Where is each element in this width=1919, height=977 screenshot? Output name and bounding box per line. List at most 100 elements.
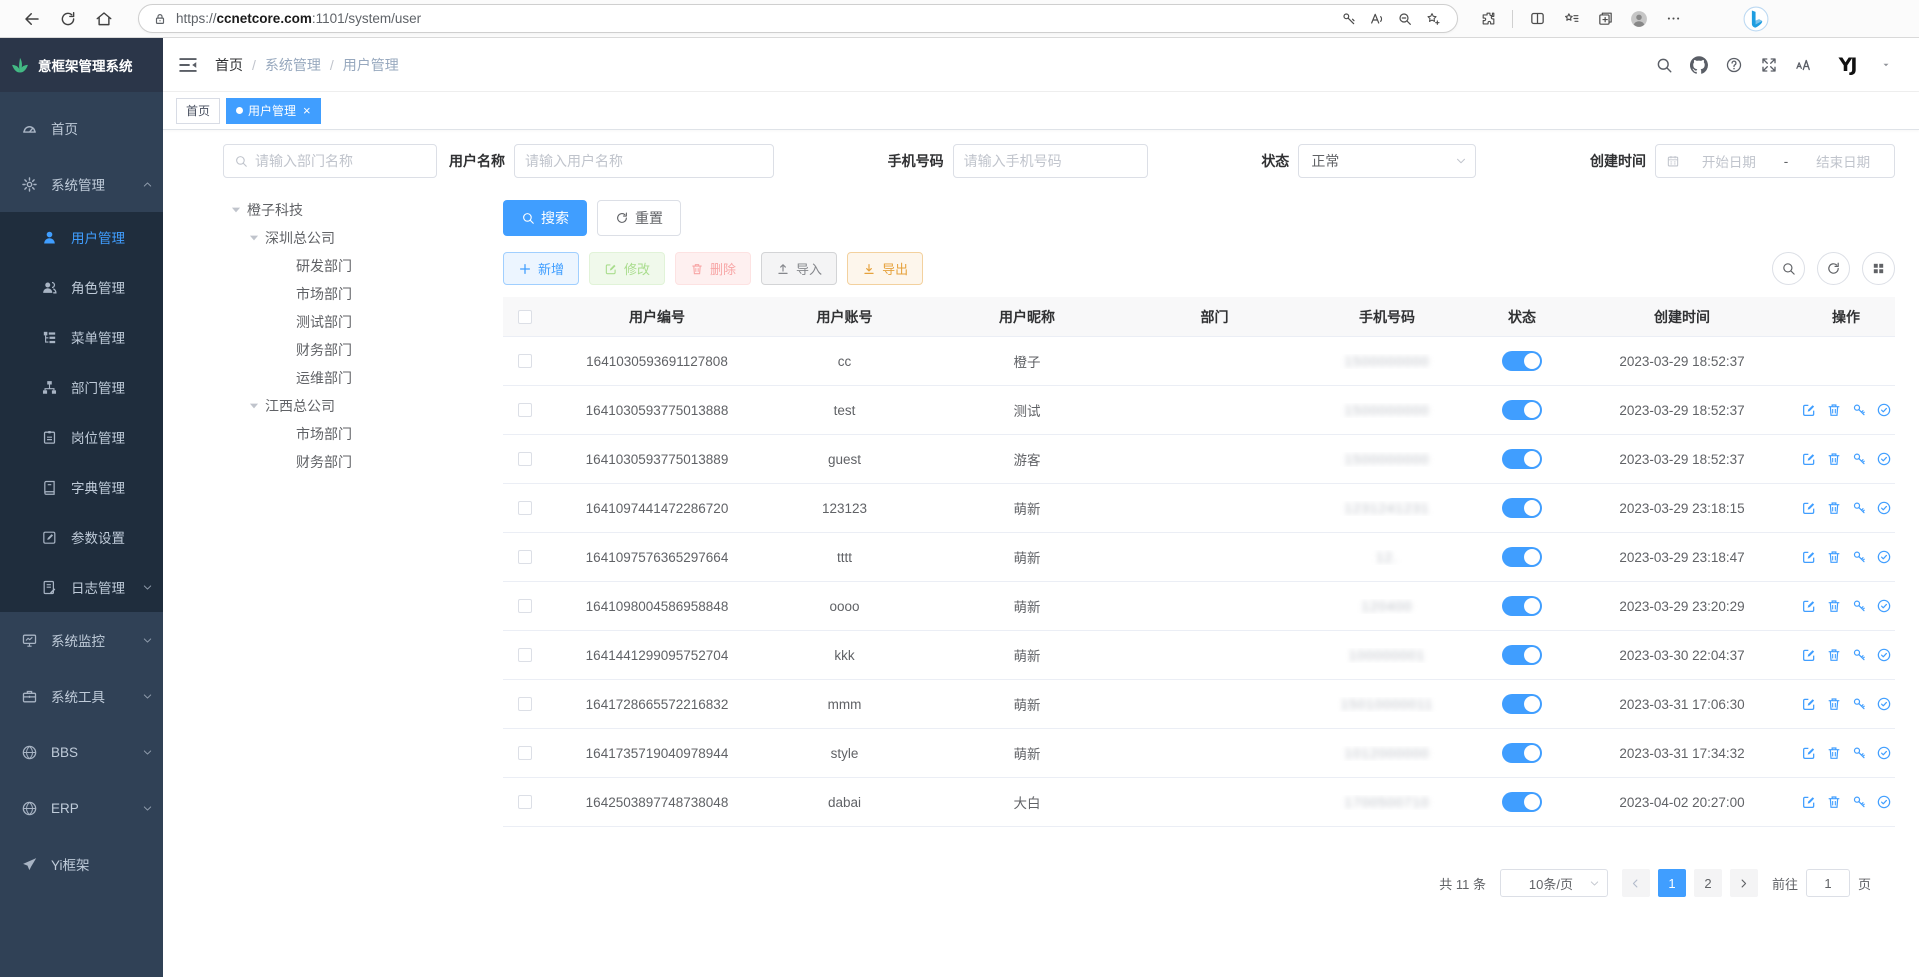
- assign-role-icon[interactable]: [1876, 598, 1892, 614]
- sidebar-item-首页[interactable]: 首页: [0, 100, 163, 156]
- edit-icon[interactable]: [1801, 745, 1817, 761]
- tree-caret-icon[interactable]: [229, 203, 243, 217]
- edit-icon[interactable]: [1801, 402, 1817, 418]
- sidebar-item-用户管理[interactable]: 用户管理: [0, 212, 163, 262]
- assign-role-icon[interactable]: [1876, 500, 1892, 516]
- status-select[interactable]: 正常: [1298, 144, 1477, 178]
- tree-caret-icon[interactable]: [247, 399, 261, 413]
- reset-password-icon[interactable]: [1851, 794, 1867, 810]
- tab-用户管理[interactable]: 用户管理 ×: [226, 97, 321, 124]
- assign-role-icon[interactable]: [1876, 794, 1892, 810]
- goto-page-input[interactable]: [1805, 869, 1850, 897]
- font-size-icon[interactable]: [1795, 56, 1813, 74]
- tree-node-测试部门[interactable]: 测试部门: [223, 308, 437, 336]
- page-button-2[interactable]: 2: [1693, 869, 1722, 897]
- sidebar-item-ERP[interactable]: ERP: [0, 780, 163, 836]
- sidebar-item-部门管理[interactable]: 部门管理: [0, 362, 163, 412]
- phone-input[interactable]: [963, 153, 1137, 169]
- edit-icon[interactable]: [1801, 598, 1817, 614]
- row-checkbox[interactable]: [518, 697, 532, 711]
- export-button[interactable]: 导出: [847, 252, 924, 285]
- search-button[interactable]: 搜索: [503, 200, 587, 236]
- edit-icon[interactable]: [1801, 794, 1817, 810]
- sidebar-item-系统工具[interactable]: 系统工具: [0, 668, 163, 724]
- tree-node-橙子科技[interactable]: 橙子科技: [223, 196, 437, 224]
- row-checkbox[interactable]: [518, 599, 532, 613]
- tree-node-财务部门[interactable]: 财务部门: [223, 336, 437, 364]
- reset-password-icon[interactable]: [1851, 598, 1867, 614]
- zoom-out-button[interactable]: [1391, 6, 1419, 32]
- username-input[interactable]: [525, 153, 763, 169]
- sidebar-item-Yi框架[interactable]: Yi框架: [0, 836, 163, 892]
- next-page-button[interactable]: [1729, 869, 1758, 897]
- more-button[interactable]: [1659, 6, 1687, 32]
- delete-icon[interactable]: [1826, 402, 1842, 418]
- avatar[interactable]: YJ: [1838, 53, 1858, 76]
- refresh-button[interactable]: [50, 3, 86, 35]
- delete-icon[interactable]: [1826, 745, 1842, 761]
- address-bar[interactable]: https://ccnetcore.com:1101/system/user: [138, 4, 1458, 33]
- edit-icon[interactable]: [1801, 647, 1817, 663]
- help-icon[interactable]: [1725, 56, 1743, 74]
- tree-caret-icon[interactable]: [247, 231, 261, 245]
- assign-role-icon[interactable]: [1876, 696, 1892, 712]
- delete-icon[interactable]: [1826, 451, 1842, 467]
- delete-icon[interactable]: [1826, 549, 1842, 565]
- edit-icon[interactable]: [1801, 549, 1817, 565]
- tree-node-运维部门[interactable]: 运维部门: [223, 364, 437, 392]
- assign-role-icon[interactable]: [1876, 451, 1892, 467]
- reset-button[interactable]: 重置: [597, 200, 681, 236]
- edit-icon[interactable]: [1801, 696, 1817, 712]
- delete-button[interactable]: 删除: [675, 252, 752, 285]
- collections-button[interactable]: [1591, 6, 1619, 32]
- edit-icon[interactable]: [1801, 500, 1817, 516]
- row-checkbox[interactable]: [518, 354, 532, 368]
- row-checkbox[interactable]: [518, 501, 532, 515]
- refresh-circle-button[interactable]: [1817, 252, 1850, 285]
- reset-password-icon[interactable]: [1851, 647, 1867, 663]
- row-checkbox[interactable]: [518, 452, 532, 466]
- date-range-picker[interactable]: 开始日期 - 结束日期: [1654, 144, 1895, 178]
- favorites-button[interactable]: [1557, 6, 1585, 32]
- delete-icon[interactable]: [1826, 794, 1842, 810]
- chevron-down-icon[interactable]: [1881, 60, 1891, 70]
- page-size-select[interactable]: 10条/页: [1499, 869, 1608, 897]
- sidebar-item-参数设置[interactable]: 参数设置: [0, 512, 163, 562]
- status-toggle-on[interactable]: [1502, 792, 1542, 812]
- tree-node-江西总公司[interactable]: 江西总公司: [223, 392, 437, 420]
- sidebar-item-系统管理[interactable]: 系统管理: [0, 156, 163, 212]
- reset-password-icon[interactable]: [1851, 745, 1867, 761]
- row-checkbox[interactable]: [518, 403, 532, 417]
- fullscreen-icon[interactable]: [1760, 56, 1778, 74]
- status-toggle-on[interactable]: [1502, 351, 1542, 371]
- delete-icon[interactable]: [1826, 500, 1842, 516]
- reset-password-icon[interactable]: [1851, 500, 1867, 516]
- assign-role-icon[interactable]: [1876, 402, 1892, 418]
- delete-icon[interactable]: [1826, 647, 1842, 663]
- tree-node-市场部门[interactable]: 市场部门: [223, 420, 437, 448]
- assign-role-icon[interactable]: [1876, 549, 1892, 565]
- status-toggle-on[interactable]: [1502, 645, 1542, 665]
- tab-首页[interactable]: 首页: [176, 97, 221, 124]
- select-all-checkbox[interactable]: [518, 309, 532, 324]
- close-icon[interactable]: ×: [303, 103, 311, 118]
- sidebar-item-日志管理[interactable]: 日志管理: [0, 562, 163, 612]
- split-screen-button[interactable]: [1523, 6, 1551, 32]
- sidebar-item-岗位管理[interactable]: 岗位管理: [0, 412, 163, 462]
- grid-circle-button[interactable]: [1862, 252, 1895, 285]
- delete-icon[interactable]: [1826, 598, 1842, 614]
- tree-node-深圳总公司[interactable]: 深圳总公司: [223, 224, 437, 252]
- modify-button[interactable]: 修改: [589, 252, 666, 285]
- search-circle-button[interactable]: [1772, 252, 1805, 285]
- status-toggle-on[interactable]: [1502, 498, 1542, 518]
- row-checkbox[interactable]: [518, 648, 532, 662]
- status-toggle-on[interactable]: [1502, 694, 1542, 714]
- bing-icon[interactable]: [1743, 6, 1769, 32]
- home-button[interactable]: [86, 3, 122, 35]
- status-toggle-on[interactable]: [1502, 400, 1542, 420]
- assign-role-icon[interactable]: [1876, 745, 1892, 761]
- import-button[interactable]: 导入: [761, 252, 838, 285]
- sidebar-item-菜单管理[interactable]: 菜单管理: [0, 312, 163, 362]
- page-button-1[interactable]: 1: [1657, 869, 1686, 897]
- reset-password-icon[interactable]: [1851, 451, 1867, 467]
